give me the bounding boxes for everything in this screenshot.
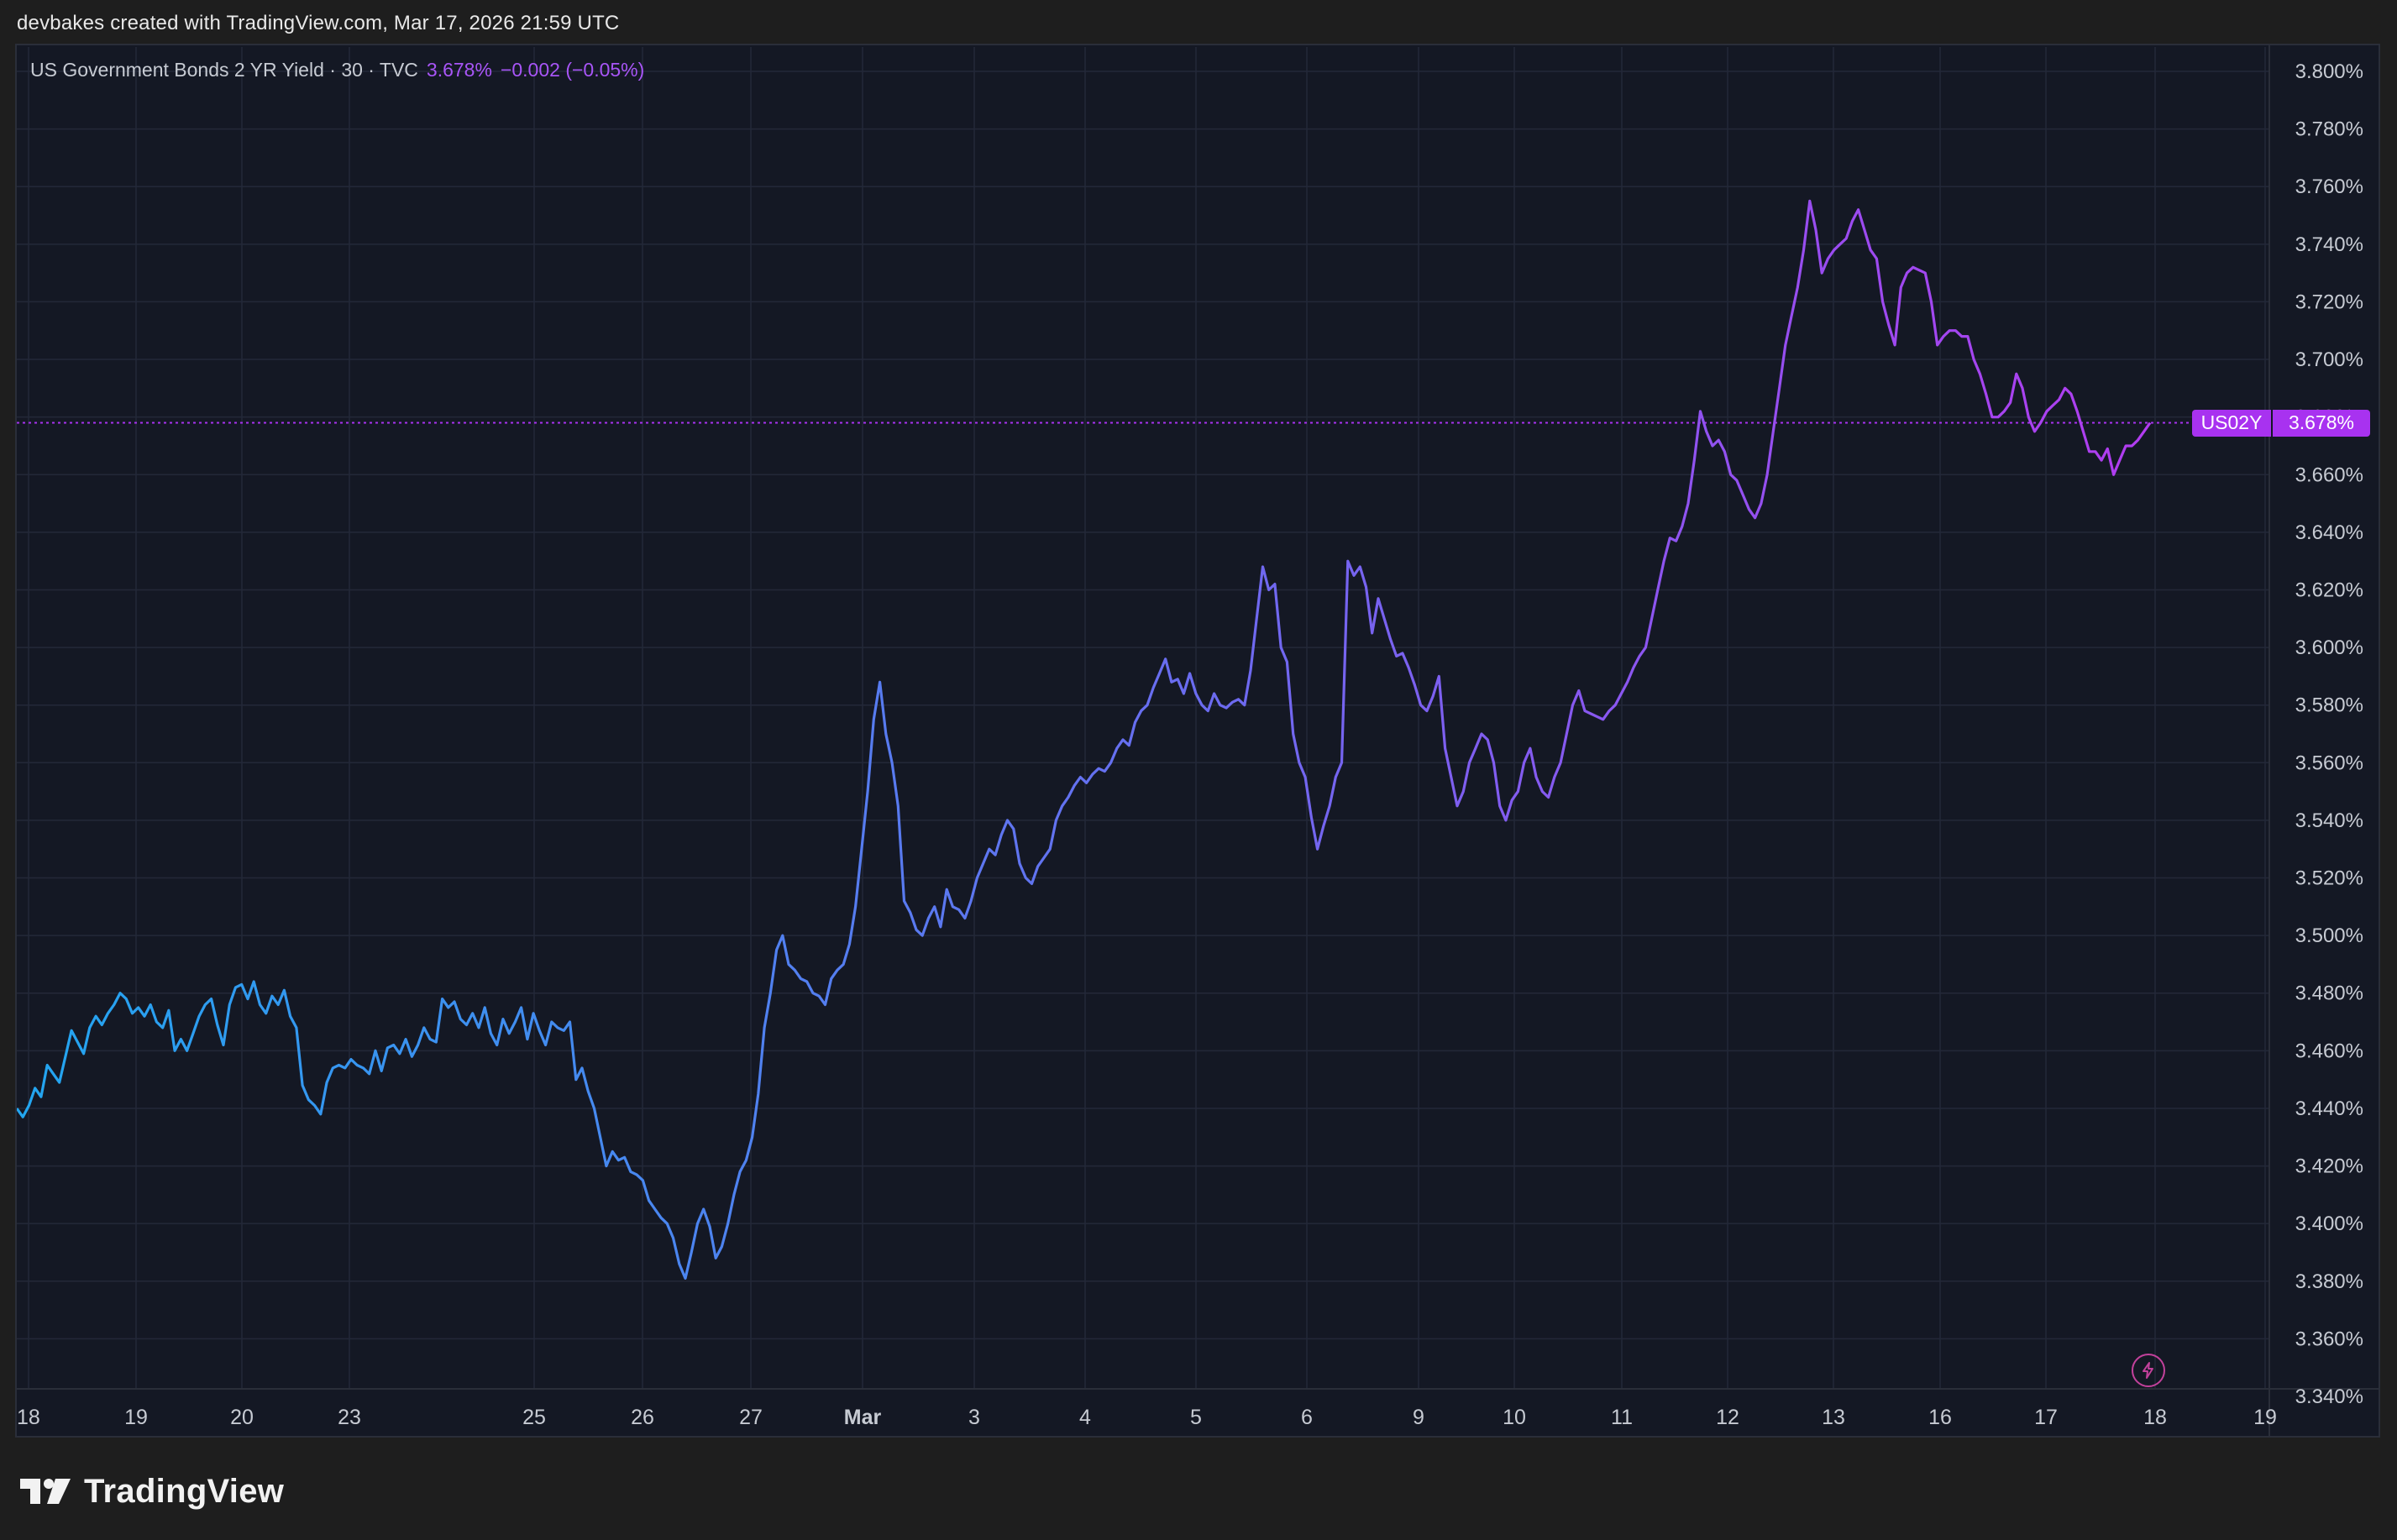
y-tick-label: 3.780% bbox=[2295, 118, 2363, 141]
x-tick-label: 19 bbox=[2253, 1406, 2277, 1429]
x-tick-label: 20 bbox=[230, 1406, 254, 1429]
price-tag-symbol-text: US02Y bbox=[2200, 411, 2263, 433]
price-tag-symbol: US02Y bbox=[2192, 409, 2271, 437]
price-axis[interactable]: 3.340% 3.360% 3.380% 3.400% 3.420% 3.440% 3.46… bbox=[2295, 60, 2363, 1408]
x-tick-label: 18 bbox=[2143, 1406, 2167, 1429]
y-tick-label: 3.340% bbox=[2295, 1385, 2363, 1408]
y-tick-label: 3.740% bbox=[2295, 233, 2363, 256]
x-tick-label: Mar bbox=[844, 1406, 882, 1429]
x-tick-label: 23 bbox=[338, 1406, 361, 1429]
grid-lines bbox=[17, 47, 2269, 1389]
x-tick-label: 5 bbox=[1190, 1406, 1202, 1429]
legend-change: −0.002 (−0.05%) bbox=[500, 59, 645, 81]
y-tick-label: 3.800% bbox=[2295, 60, 2363, 83]
y-tick-label: 3.400% bbox=[2295, 1213, 2363, 1235]
tradingview-logo-icon bbox=[20, 1479, 71, 1504]
y-tick-label: 3.480% bbox=[2295, 982, 2363, 1005]
y-tick-label: 3.560% bbox=[2295, 752, 2363, 774]
tradingview-wordmark: TradingView bbox=[84, 1472, 285, 1510]
y-tick-label: 3.660% bbox=[2295, 464, 2363, 486]
x-tick-label: 25 bbox=[522, 1406, 546, 1429]
y-tick-label: 3.700% bbox=[2295, 348, 2363, 371]
lightning-bolt-glyph bbox=[2143, 1362, 2153, 1379]
symbol-legend[interactable]: US Government Bonds 2 YR Yield · 30 · TV… bbox=[30, 59, 644, 81]
x-tick-label: 11 bbox=[1611, 1406, 1633, 1429]
price-tag-value: 3.678% bbox=[2273, 409, 2370, 437]
price-tag-value-text: 3.678% bbox=[2288, 411, 2354, 433]
legend-title: US Government Bonds 2 YR Yield · 30 · TV… bbox=[30, 59, 418, 81]
legend-last-value: 3.678% bbox=[426, 59, 492, 81]
y-tick-label: 3.360% bbox=[2295, 1328, 2363, 1350]
y-tick-label: 3.520% bbox=[2295, 867, 2363, 890]
y-tick-label: 3.760% bbox=[2295, 175, 2363, 198]
y-tick-label: 3.440% bbox=[2295, 1097, 2363, 1120]
x-tick-label: 4 bbox=[1079, 1406, 1091, 1429]
x-tick-label: 13 bbox=[1822, 1406, 1845, 1429]
y-tick-label: 3.620% bbox=[2295, 579, 2363, 601]
x-tick-label: 27 bbox=[739, 1406, 763, 1429]
y-tick-label: 3.540% bbox=[2295, 809, 2363, 832]
y-tick-label: 3.460% bbox=[2295, 1040, 2363, 1062]
x-tick-label: 9 bbox=[1413, 1406, 1424, 1429]
y-tick-label: 3.420% bbox=[2295, 1155, 2363, 1178]
x-tick-label: 10 bbox=[1503, 1406, 1526, 1429]
yield-series-line bbox=[17, 199, 2152, 1281]
tradingview-logo[interactable]: TradingView bbox=[18, 1471, 284, 1511]
attribution-text: devbakes created with TradingView.com, M… bbox=[17, 12, 620, 34]
y-tick-label: 3.380% bbox=[2295, 1270, 2363, 1293]
x-tick-label: 26 bbox=[631, 1406, 654, 1429]
y-tick-label: 3.720% bbox=[2295, 291, 2363, 313]
x-tick-label: 3 bbox=[968, 1406, 980, 1429]
chart-panel[interactable] bbox=[15, 44, 2380, 1438]
x-tick-label: 12 bbox=[1716, 1406, 1739, 1429]
x-tick-label: 17 bbox=[2034, 1406, 2058, 1429]
x-tick-label: 18 bbox=[17, 1406, 40, 1429]
y-tick-label: 3.640% bbox=[2295, 521, 2363, 544]
y-tick-label: 3.600% bbox=[2295, 636, 2363, 659]
time-axis[interactable]: 18 19 20 23 25 26 27 Mar 3 4 5 6 9 10 11 12 13 16 17 18 19 bbox=[17, 1406, 2277, 1429]
y-tick-label: 3.500% bbox=[2295, 925, 2363, 947]
x-tick-label: 16 bbox=[1928, 1406, 1952, 1429]
x-tick-label: 19 bbox=[124, 1406, 148, 1429]
lightning-bolt-icon[interactable] bbox=[2132, 1354, 2165, 1387]
x-tick-label: 6 bbox=[1301, 1406, 1313, 1429]
y-tick-label: 3.580% bbox=[2295, 694, 2363, 717]
